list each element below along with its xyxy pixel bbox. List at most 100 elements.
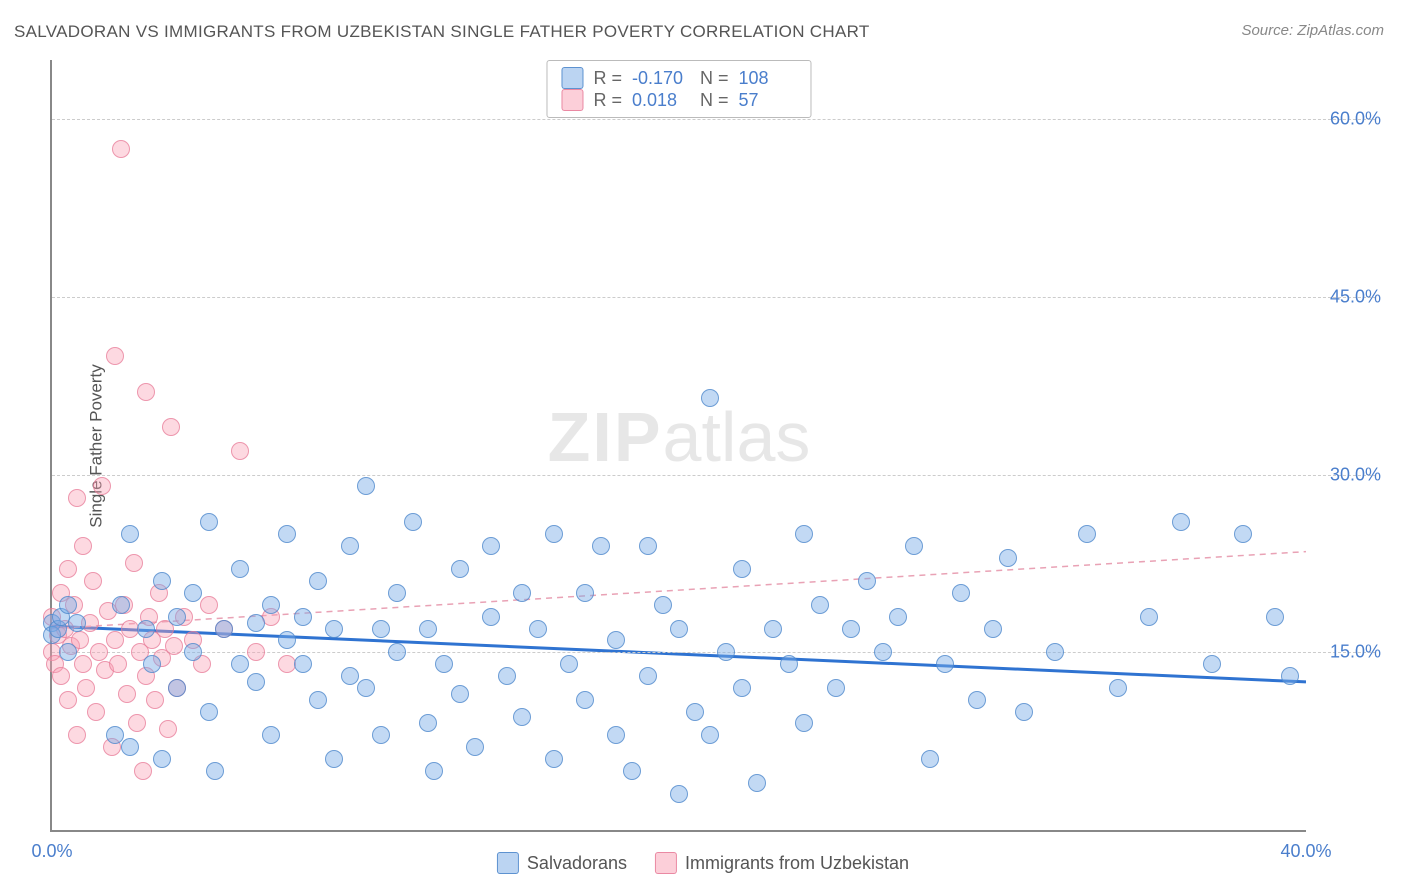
data-point (262, 596, 280, 614)
data-point (435, 655, 453, 673)
y-tick-label: 60.0% (1311, 109, 1381, 130)
data-point (701, 389, 719, 407)
watermark: ZIPatlas (548, 397, 811, 477)
r-label: R = (593, 68, 622, 89)
data-point (143, 655, 161, 673)
data-point (545, 525, 563, 543)
n-label: N = (700, 68, 729, 89)
data-point (717, 643, 735, 661)
data-point (325, 750, 343, 768)
data-point (74, 537, 92, 555)
data-point (425, 762, 443, 780)
data-point (811, 596, 829, 614)
legend-label-uzbekistan: Immigrants from Uzbekistan (685, 853, 909, 874)
source-attribution: Source: ZipAtlas.com (1241, 22, 1384, 39)
data-point (1078, 525, 1096, 543)
data-point (357, 477, 375, 495)
data-point (921, 750, 939, 768)
stats-row-salvadorans: R = -0.170 N = 108 (561, 67, 796, 89)
y-tick-label: 15.0% (1311, 642, 1381, 663)
data-point (670, 620, 688, 638)
data-point (247, 673, 265, 691)
data-point (795, 525, 813, 543)
data-point (513, 584, 531, 602)
data-point (357, 679, 375, 697)
grid-line (52, 119, 1376, 120)
data-point (827, 679, 845, 697)
data-point (168, 608, 186, 626)
data-point (165, 637, 183, 655)
data-point (733, 560, 751, 578)
data-point (670, 785, 688, 803)
data-point (1266, 608, 1284, 626)
data-point (59, 643, 77, 661)
legend-item-salvadorans: Salvadorans (497, 852, 627, 874)
data-point (184, 584, 202, 602)
data-point (341, 537, 359, 555)
data-point (309, 572, 327, 590)
data-point (278, 631, 296, 649)
data-point (1046, 643, 1064, 661)
data-point (748, 774, 766, 792)
data-point (59, 560, 77, 578)
data-point (231, 442, 249, 460)
data-point (137, 620, 155, 638)
x-tick-label: 40.0% (1280, 841, 1331, 862)
data-point (231, 560, 249, 578)
data-point (162, 418, 180, 436)
data-point (153, 750, 171, 768)
scatter-plot-area: ZIPatlas R = -0.170 N = 108 R = 0.018 N … (50, 60, 1306, 832)
data-point (1140, 608, 1158, 626)
grid-line (52, 475, 1376, 476)
data-point (341, 667, 359, 685)
data-point (545, 750, 563, 768)
data-point (404, 513, 422, 531)
data-point (498, 667, 516, 685)
data-point (372, 726, 390, 744)
data-point (153, 572, 171, 590)
data-point (968, 691, 986, 709)
data-point (764, 620, 782, 638)
legend-item-uzbekistan: Immigrants from Uzbekistan (655, 852, 909, 874)
data-point (1281, 667, 1299, 685)
data-point (576, 691, 594, 709)
stats-row-uzbekistan: R = 0.018 N = 57 (561, 89, 796, 111)
data-point (654, 596, 672, 614)
data-point (639, 667, 657, 685)
data-point (1203, 655, 1221, 673)
data-point (592, 537, 610, 555)
data-point (128, 714, 146, 732)
data-point (262, 726, 280, 744)
data-point (106, 347, 124, 365)
chart-title: SALVADORAN VS IMMIGRANTS FROM UZBEKISTAN… (14, 22, 870, 42)
n-value-uzbekistan: 57 (739, 90, 797, 111)
data-point (134, 762, 152, 780)
swatch-pink-icon (561, 89, 583, 111)
watermark-zip: ZIP (548, 398, 663, 476)
data-point (325, 620, 343, 638)
data-point (247, 643, 265, 661)
data-point (74, 655, 92, 673)
data-point (200, 513, 218, 531)
data-point (200, 703, 218, 721)
data-point (112, 140, 130, 158)
data-point (905, 537, 923, 555)
data-point (858, 572, 876, 590)
y-tick-label: 30.0% (1311, 464, 1381, 485)
data-point (1172, 513, 1190, 531)
data-point (576, 584, 594, 602)
data-point (90, 643, 108, 661)
data-point (294, 608, 312, 626)
data-point (87, 703, 105, 721)
data-point (952, 584, 970, 602)
data-point (206, 762, 224, 780)
data-point (1015, 703, 1033, 721)
data-point (121, 525, 139, 543)
data-point (109, 655, 127, 673)
data-point (795, 714, 813, 732)
data-point (106, 726, 124, 744)
data-point (623, 762, 641, 780)
data-point (451, 560, 469, 578)
data-point (59, 691, 77, 709)
swatch-blue-icon (561, 67, 583, 89)
